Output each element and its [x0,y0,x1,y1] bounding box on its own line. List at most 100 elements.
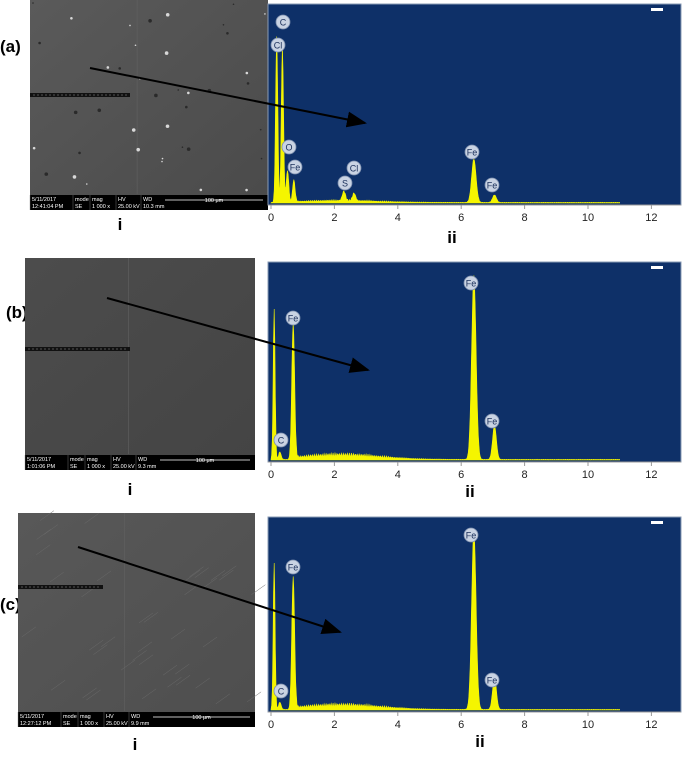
sem-particle [72,175,77,179]
sem-particle [85,183,88,185]
sem-scratch [194,567,209,578]
sem-scratch [246,691,262,703]
sem-scratch [86,689,101,701]
spectrum-curve [270,36,620,204]
sem-info-text: 12:41:04 PM [32,204,64,210]
x-tick-label: 2 [331,212,337,224]
sem-info-text: 5/11/2017 [32,197,56,203]
sem-info-bar [18,712,255,727]
sem-scratch [36,529,51,540]
x-tick-label: 0 [268,469,274,481]
sem-scratch [49,571,64,583]
eds-spectrum: 0 2 4 6 8 10 12 Fe C Fe Fe [267,516,682,731]
sem-info-text: 10.3 mm [143,204,165,210]
sem-info-text: mag [87,457,98,463]
peak-badge [464,144,480,160]
peak-badge [285,559,301,575]
sem-background [18,513,255,727]
x-tick-label: 6 [458,212,464,224]
arrow [77,546,342,635]
sem-scratch [120,659,136,671]
x-tick-label: 8 [522,469,528,481]
peak-badge [484,672,500,688]
sem-scratch [96,570,112,582]
sem-scratch [143,612,159,623]
panel-label: (a) [0,37,21,56]
peak-badge [275,14,291,30]
sem-info-text: mode [75,197,89,203]
sem-caption: i [133,735,138,754]
sem-scratch [84,513,99,524]
sem-particle [187,91,190,95]
sem-info-text: 25.00 kV [106,721,128,727]
sem-info-text: 5/11/2017 [20,714,44,720]
sem-particle [136,147,141,152]
sem-particle [148,19,152,23]
sem-scratch [139,654,154,665]
sem-info-text: HV [118,197,126,203]
x-tick-label: 2 [331,469,337,481]
sem-particle [38,41,41,45]
sem-particle [78,151,81,155]
sem-particle [97,108,102,113]
sem-scratch [175,675,191,686]
sem-caption: i [118,215,123,234]
sem-particle [226,31,229,35]
sem-info-text: 9.3 mm [138,464,157,470]
peak-badge [463,275,479,291]
x-tick-label: 10 [582,212,594,224]
peak-label: O [285,143,292,153]
sem-particle [245,188,248,192]
sem-scratch [39,510,55,521]
sem-info-text: WD [131,714,140,720]
sem-scratch [43,524,59,535]
sem-info-text: WD [143,197,152,203]
sem-particle [259,128,262,131]
sem-particle [245,71,249,75]
sem-info-text: SE [75,204,83,210]
peak-label: Cl [274,41,283,51]
x-tick-label: 6 [458,469,464,481]
sem-info-text: mode [70,457,84,463]
sem-overlay-bar [18,585,103,589]
x-tick-label: 10 [582,469,594,481]
peak-label: Fe [288,314,299,324]
sem-scratch [202,636,218,648]
peak-label: C [278,687,285,697]
sem-particle [165,124,170,129]
panel-label: (c) [0,595,21,614]
sem-particle [44,172,49,176]
peak-badge [337,175,353,191]
sem-info-text: WD [138,457,147,463]
sem-scratch [185,569,201,581]
sem-scratch [82,687,97,699]
sem-info-text: 25.00 kV [118,204,140,210]
spectrum-caption: ii [465,482,474,501]
peak-badge [287,159,303,175]
sem-info-text: 1 000 x [92,204,110,210]
peak-label: S [342,179,348,189]
sem-info-text: 25.00 kV [113,464,135,470]
sem-info-bar [30,195,268,210]
sem-particle [185,105,188,109]
sem-info-text: mag [92,197,103,203]
spectrum-marker [651,266,663,269]
sem-scratch [89,639,104,651]
sem-scratch [162,664,178,676]
sem-particle [32,146,36,150]
sem-particle [161,160,163,163]
x-tick-label: 0 [268,719,274,731]
spectrum-caption: ii [475,732,484,751]
sem-scratch [222,565,237,577]
sem-particle [161,157,164,160]
sem-info-text: 1:01:06 PM [27,464,56,470]
sem-scratch [215,693,230,705]
sem-particle [154,93,158,98]
sem-scratch [170,628,186,640]
sem-particle [134,44,137,47]
sem-particle [181,146,184,149]
x-tick-label: 8 [522,212,528,224]
